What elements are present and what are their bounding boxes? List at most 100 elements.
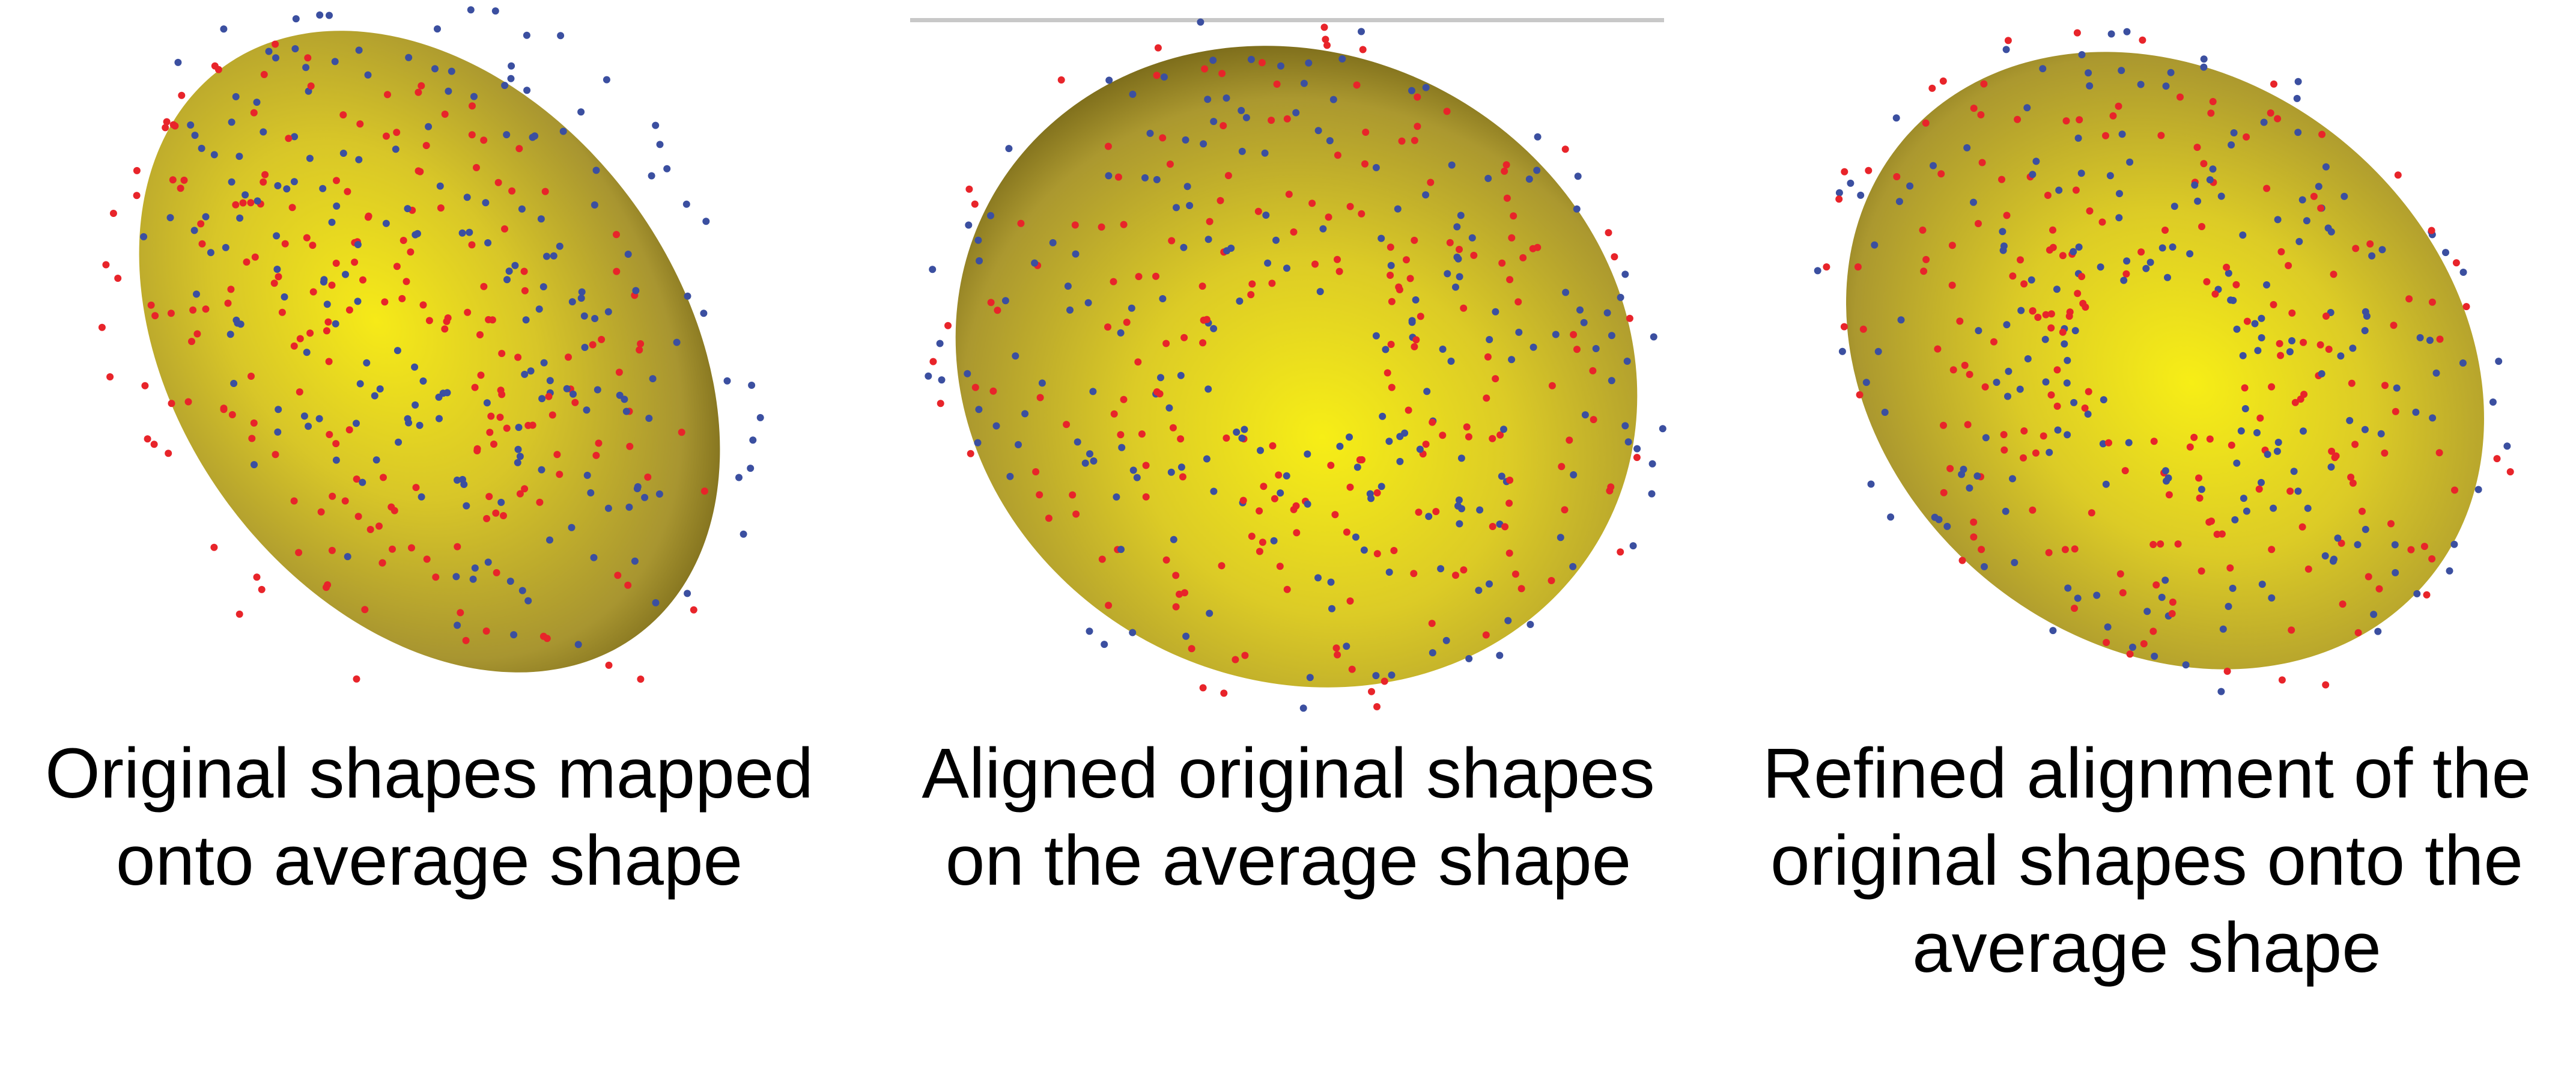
point-red xyxy=(486,429,494,436)
point-blue xyxy=(2225,603,2232,610)
point-blue xyxy=(2300,427,2307,435)
point-blue xyxy=(1283,264,1290,272)
point-blue xyxy=(416,421,424,429)
point-red xyxy=(1218,562,1226,570)
point-red xyxy=(1327,462,1335,469)
point-blue xyxy=(1871,241,1879,249)
point-blue xyxy=(1581,411,1589,419)
point-red xyxy=(2161,227,2169,234)
point-blue xyxy=(2446,567,2453,575)
point-red xyxy=(1098,555,1106,563)
point-red xyxy=(1179,473,1186,481)
point-red xyxy=(423,555,431,563)
point-red xyxy=(184,398,192,406)
point-blue xyxy=(448,67,455,75)
point-blue xyxy=(2158,593,2166,601)
point-blue xyxy=(1005,145,1013,153)
point-blue xyxy=(1170,536,1177,543)
point-red xyxy=(2267,109,2274,117)
point-red xyxy=(1072,510,1080,518)
point-red xyxy=(1159,134,1167,142)
point-red xyxy=(415,88,422,96)
point-red xyxy=(1362,129,1370,136)
point-red xyxy=(1334,151,1341,159)
point-red xyxy=(1510,212,1517,220)
point-red xyxy=(2207,109,2215,117)
point-blue xyxy=(2123,257,2131,265)
point-blue xyxy=(2104,623,2112,631)
point-red xyxy=(636,346,643,354)
point-blue xyxy=(1401,429,1409,437)
point-red xyxy=(1241,652,1249,659)
point-red xyxy=(2126,650,2134,658)
point-blue xyxy=(2240,495,2247,502)
point-blue xyxy=(1378,234,1385,242)
point-red xyxy=(1939,77,1947,85)
point-blue xyxy=(2274,216,2282,224)
point-red xyxy=(1390,547,1398,554)
point-blue xyxy=(2303,217,2310,225)
point-blue xyxy=(1448,161,1456,169)
point-blue xyxy=(1300,79,1308,87)
point-blue xyxy=(491,7,499,15)
point-red xyxy=(2270,301,2277,308)
point-blue xyxy=(2219,625,2227,633)
point-red xyxy=(2286,487,2294,495)
point-blue xyxy=(1862,379,1870,386)
point-blue xyxy=(1385,438,1393,445)
point-red xyxy=(2228,441,2235,449)
point-blue xyxy=(2258,314,2265,322)
point-red xyxy=(378,559,386,567)
point-red xyxy=(2198,223,2205,230)
point-red xyxy=(515,145,523,153)
point-blue xyxy=(1241,426,1248,433)
point-blue xyxy=(2377,430,2385,438)
point-red xyxy=(1071,221,1079,229)
point-red xyxy=(251,253,259,261)
point-blue xyxy=(443,389,451,397)
point-blue xyxy=(198,144,205,152)
point-red xyxy=(971,200,979,208)
point-red xyxy=(1446,239,1454,246)
point-red xyxy=(1248,532,1256,540)
point-blue xyxy=(2254,347,2262,355)
point-red xyxy=(987,299,995,307)
point-blue xyxy=(1648,460,1656,468)
point-blue xyxy=(411,363,419,371)
point-red xyxy=(1198,282,1206,290)
point-red xyxy=(1611,253,1618,261)
point-blue xyxy=(2016,385,2024,393)
point-red xyxy=(432,573,440,581)
point-red xyxy=(2405,295,2413,303)
point-red xyxy=(275,273,282,281)
point-red xyxy=(359,276,366,284)
point-blue xyxy=(332,320,339,328)
point-blue xyxy=(2064,431,2071,439)
point-blue xyxy=(1305,59,1313,67)
point-red xyxy=(2149,627,2157,635)
point-blue xyxy=(1031,259,1039,267)
point-blue xyxy=(2077,169,2085,177)
point-blue xyxy=(740,530,747,538)
point-blue xyxy=(1476,506,1484,514)
point-red xyxy=(539,632,547,640)
point-blue xyxy=(2293,94,2301,102)
point-red xyxy=(2349,479,2357,487)
point-red xyxy=(2451,486,2458,494)
point-blue xyxy=(1454,502,1462,510)
point-blue xyxy=(2167,69,2175,76)
point-red xyxy=(353,475,360,483)
point-blue xyxy=(1204,385,1212,393)
point-red xyxy=(402,278,410,285)
point-blue xyxy=(1277,62,1284,70)
point-red xyxy=(1452,572,1459,579)
point-red xyxy=(1320,23,1328,31)
point-blue xyxy=(2334,534,2342,542)
point-red xyxy=(1470,251,1478,259)
point-blue xyxy=(2100,396,2107,404)
point-red xyxy=(1920,267,1928,275)
point-blue xyxy=(467,6,475,14)
point-red xyxy=(114,275,122,282)
point-red xyxy=(288,204,296,212)
point-blue xyxy=(2120,276,2128,284)
